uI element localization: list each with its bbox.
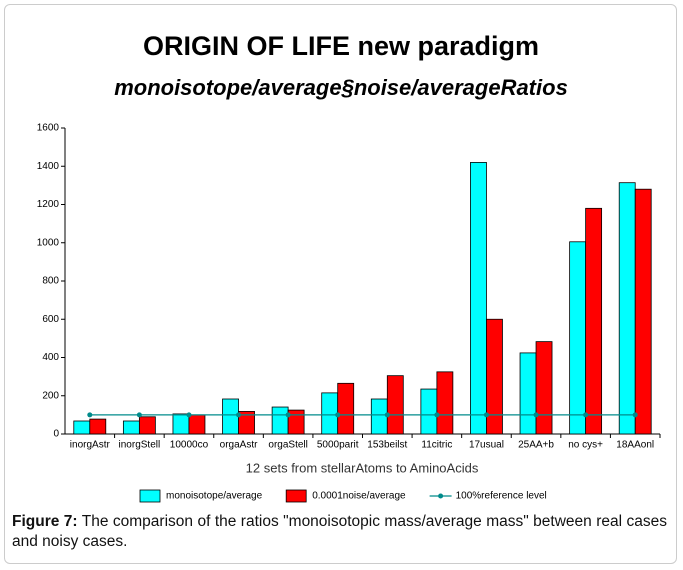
y-tick-label: 400 [42,352,59,363]
chart: ORIGIN OF LIFE new paradigm monoisotope/… [37,31,661,503]
x-tick-label: 153beilst [367,440,407,451]
bar [370,398,388,435]
bar [519,352,537,435]
legend-label: 100%reference level [456,491,547,502]
bar [569,241,587,435]
bar [634,188,652,435]
x-tick-label: orgaAstr [220,440,258,451]
line-point [583,412,589,418]
bar [238,411,255,435]
line-point [236,412,242,418]
y-tick-label: 1400 [37,161,60,172]
chart-subtitle: monoisotope/average§noise/averageRatios [114,75,568,100]
bar [89,418,107,435]
legend-label: monoisotope/average [166,491,263,502]
x-tick-label: 10000co [170,440,209,451]
line-point [87,412,93,418]
bar [73,420,91,435]
caption-text: The comparison of the ratios "monoisotop… [12,513,668,550]
bar [486,318,503,435]
bar [138,416,156,435]
y-tick-label: 1000 [37,237,60,248]
caption: Figure 7: The comparison of the ratios "… [12,512,667,552]
x-tick-label: 17usual [469,440,504,451]
y-tick-label: 200 [42,390,59,401]
legend-swatch [285,489,307,503]
x-tick-label: 18AAonl [616,440,654,451]
y-tick-label: 800 [42,276,59,287]
x-axis-label: 12 sets from stellarAtoms to AminoAcids [246,460,479,475]
bar [321,392,339,435]
x-tick-label: no cys+ [568,440,603,451]
y-tick-label: 1200 [37,199,60,210]
line-point [186,412,192,418]
line-point [285,412,291,418]
bar [420,388,438,435]
caption-label: Figure 7: [12,513,78,530]
bar [535,341,553,435]
chart-title: ORIGIN OF LIFE new paradigm [143,31,539,61]
bar [470,162,487,435]
x-tick-label: orgaStell [268,440,307,451]
legend-label: 0.0001noise/average [312,491,406,502]
bar [188,414,206,435]
y-tick-label: 0 [53,429,59,440]
bar [287,409,305,435]
line-point [384,412,390,418]
bar [337,382,355,435]
x-tick-label: inorgAstr [70,440,111,451]
bar [122,420,140,435]
line-point [136,412,142,418]
bar [222,398,239,435]
legend-swatch [139,489,161,503]
bar [585,207,603,435]
line-point [335,412,341,418]
bar [436,371,454,435]
y-tick-label: 600 [42,314,59,325]
line-point [483,412,489,418]
x-tick-label: 5000parit [317,440,359,451]
x-tick-label: 25AA+b [518,440,554,451]
bar [386,375,404,435]
figure-frame [4,4,677,564]
line-point [533,412,539,418]
legend-point [438,493,444,499]
line-point [434,412,440,418]
x-tick-label: inorgStell [119,440,161,451]
bar [172,413,190,435]
bar [271,406,289,435]
bar [618,182,636,435]
line-point [632,412,638,418]
y-tick-label: 1600 [37,123,60,134]
x-tick-label: 11citric [421,440,452,451]
